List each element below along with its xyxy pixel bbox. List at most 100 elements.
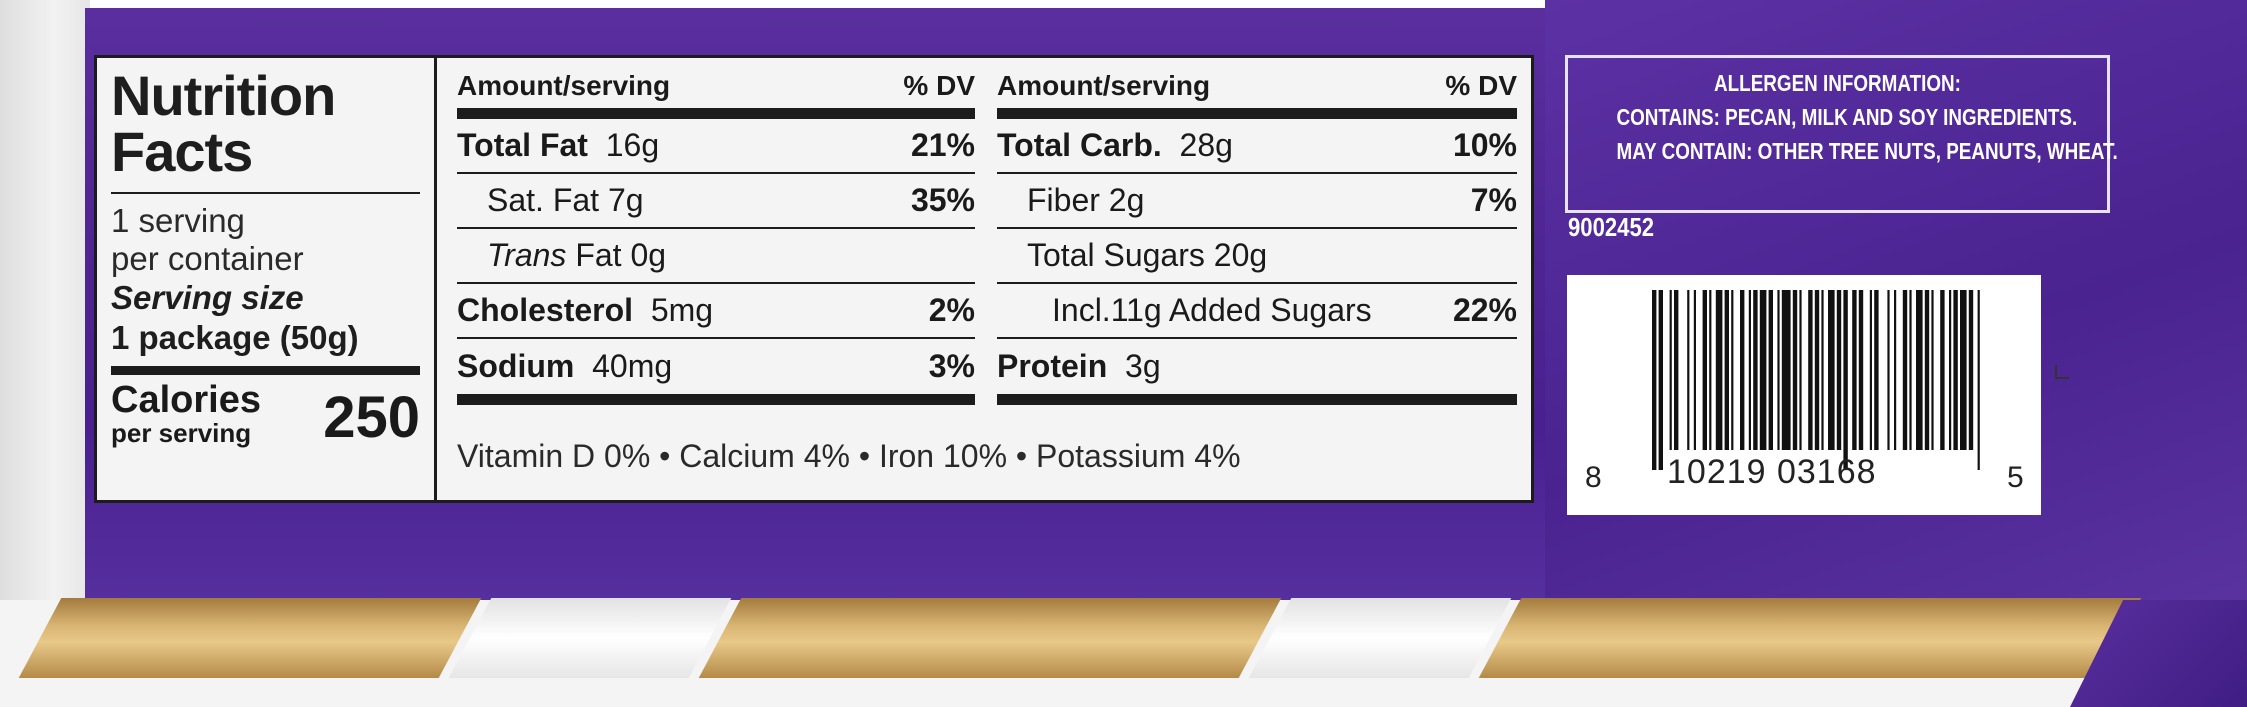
dv-header: % DV [1445,70,1517,101]
barcode-bar [1887,290,1890,450]
divider [457,394,975,405]
barcode: 8 10219 03168 5 [1567,275,2069,515]
nutrient-row: Fiber 2g 7% [997,174,1517,229]
barcode-last-digit: 5 [2007,461,2024,494]
left-crimp-seal [0,0,90,707]
nutrient-dv: 2% [928,292,975,328]
nutrient-amount: 5mg [650,292,714,328]
barcode-bar [1949,290,1952,450]
dv-header: % DV [903,70,975,101]
serving-size: Serving size 1 package (50g) [111,278,420,358]
allergen-may-contain: MAY CONTAIN: OTHER TREE NUTS, PEANUTS, W… [1616,138,2118,164]
nutrient-column-1: Amount/serving % DV Total Fat 16g 21% Sa… [457,58,975,500]
nutrient-name: Cholesterol [457,292,634,328]
calories-label: Calories [111,379,261,421]
nutrient-row: Protein 3g [997,339,1517,394]
barcode-bar [1658,290,1663,470]
nutrient-amount: 16g [605,127,660,163]
amount-header: Amount/serving [457,70,671,101]
nutrition-summary: Nutrition Facts 1 serving per container … [97,58,437,500]
nutrient-name: Incl.11g Added Sugars [1052,292,1372,328]
barcode-bar [1924,290,1930,450]
allergen-heading: ALLERGEN INFORMATION: [1714,70,1961,96]
barcode-bar [1687,290,1690,450]
nutrient-row: Total Carb. 28g 10% [997,119,1517,174]
barcode-bar [1753,290,1758,450]
nutrition-facts-panel: Nutrition Facts 1 serving per container … [94,55,1534,503]
nutrient-amount: 28g [1179,127,1233,163]
barcode-bar [1748,290,1751,450]
servings-text: 1 serving [111,202,245,239]
nutrient-column-2: Amount/serving % DV Total Carb. 28g 10% … [997,58,1517,500]
barcode-bar [1768,290,1773,450]
nutrient-dv: 22% [1452,292,1517,328]
barcode-bar [1799,290,1802,450]
column-header: Amount/serving % DV [457,58,975,108]
nutrient-amount: 3g [1125,348,1161,384]
barcode-bar [1669,290,1672,450]
barcode-bar [1781,290,1791,450]
calories: Calories per serving 250 [111,381,420,447]
barcode-bar [1652,290,1657,470]
barcode-bar [1828,290,1835,450]
nutrient-dv: 3% [928,348,975,384]
nutrient-name: Total Carb. [997,127,1162,163]
title-line: Nutrition [111,64,336,127]
barcode-bar [1821,290,1824,450]
barcode-bar [1960,290,1967,450]
barcode-first-digit: 8 [1585,461,1602,494]
barcode-bar [1894,290,1897,450]
gold-stripe [698,598,1282,678]
barcode-bar [1792,290,1798,450]
calories-per-serving: per serving [111,418,252,448]
barcode-bar [1953,290,1958,450]
barcode-bar [1777,290,1780,450]
barcode-bar [1836,290,1842,450]
nutrient-amount: 40mg [592,348,673,384]
white-stripe [448,598,732,678]
barcode-bar [1852,290,1857,450]
barcode-bar [1909,290,1912,450]
barcode-bar [1814,290,1820,450]
nutrient-dv: 7% [1470,182,1517,218]
barcode-bar [1843,290,1848,470]
barcode-digits: 10219 03168 [1667,453,1877,491]
barcode-bar [1977,290,1980,470]
barcode-bar [1715,290,1723,450]
barcode-bar [1874,290,1879,450]
serving-size-label: Serving size [111,279,304,316]
nutrient-name: Sodium [457,348,575,384]
servings-text: per container [111,240,304,277]
amount-header: Amount/serving [997,70,1211,101]
allergen-information: ALLERGEN INFORMATION: CONTAINS: PECAN, M… [1565,55,2118,213]
nutrient-name: Total Fat [457,127,588,163]
nutrient-row: Total Fat 16g 21% [457,119,975,174]
barcode-bar [1759,290,1767,450]
nutrient-name: Total Sugars 20g [1027,237,1268,273]
nutrition-title: Nutrition Facts [111,68,420,180]
nutrient-row: Cholesterol 5mg 2% [457,284,975,339]
servings-per-container: 1 serving per container [111,202,420,278]
nutrient-name: Protein [997,348,1108,384]
barcode-bar [1724,290,1729,450]
nutrient-row: Sat. Fat 7g 35% [457,174,975,229]
barcode-bar [1709,290,1712,450]
barcode-bar [1858,290,1864,450]
gold-stripe [18,598,482,678]
barcode-bar [1731,290,1734,450]
nutrient-dv: 10% [1452,127,1517,163]
white-stripe [1248,598,1512,678]
barcode-quiet-zone-mark [2055,365,2069,379]
nutrient-name: Fiber 2g [1027,182,1145,218]
barcode-bar [1916,290,1923,450]
nutrient-row: Trans Fat 0g [457,229,975,284]
divider [997,108,1517,119]
calories-value: 250 [323,385,420,450]
barcode-bars [1652,290,1980,470]
barcode-bar [1740,290,1745,450]
item-code: 9002452 [1568,212,1655,242]
barcode-bar [1968,290,1974,450]
barcode-bar [1693,290,1696,450]
serving-size-value: 1 package (50g) [111,319,359,356]
nutrient-row: Total Sugars 20g [997,229,1517,284]
